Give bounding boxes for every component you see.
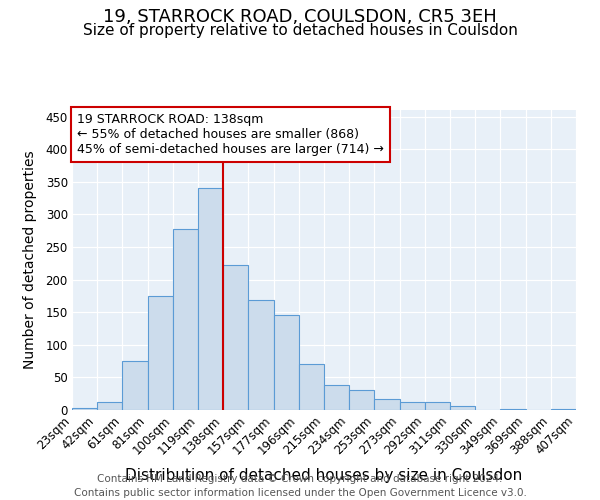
Bar bbox=[198, 188, 223, 410]
Bar bbox=[450, 406, 475, 410]
Bar bbox=[97, 402, 122, 410]
X-axis label: Distribution of detached houses by size in Coulsdon: Distribution of detached houses by size … bbox=[125, 468, 523, 483]
Y-axis label: Number of detached properties: Number of detached properties bbox=[23, 150, 37, 370]
Bar bbox=[223, 265, 248, 410]
Bar bbox=[299, 364, 324, 410]
Bar bbox=[72, 408, 97, 410]
Text: Size of property relative to detached houses in Coulsdon: Size of property relative to detached ho… bbox=[83, 22, 517, 38]
Bar bbox=[324, 385, 349, 410]
Bar bbox=[349, 390, 374, 410]
Text: 19 STARROCK ROAD: 138sqm
← 55% of detached houses are smaller (868)
45% of semi-: 19 STARROCK ROAD: 138sqm ← 55% of detach… bbox=[77, 113, 384, 156]
Bar bbox=[425, 402, 450, 410]
Bar bbox=[148, 296, 173, 410]
Bar bbox=[274, 316, 299, 410]
Bar bbox=[551, 408, 576, 410]
Bar bbox=[122, 361, 148, 410]
Bar bbox=[374, 399, 400, 410]
Bar bbox=[400, 402, 425, 410]
Text: Contains HM Land Registry data © Crown copyright and database right 2024.
Contai: Contains HM Land Registry data © Crown c… bbox=[74, 474, 526, 498]
Bar bbox=[248, 300, 274, 410]
Bar bbox=[173, 230, 198, 410]
Text: 19, STARROCK ROAD, COULSDON, CR5 3EH: 19, STARROCK ROAD, COULSDON, CR5 3EH bbox=[103, 8, 497, 26]
